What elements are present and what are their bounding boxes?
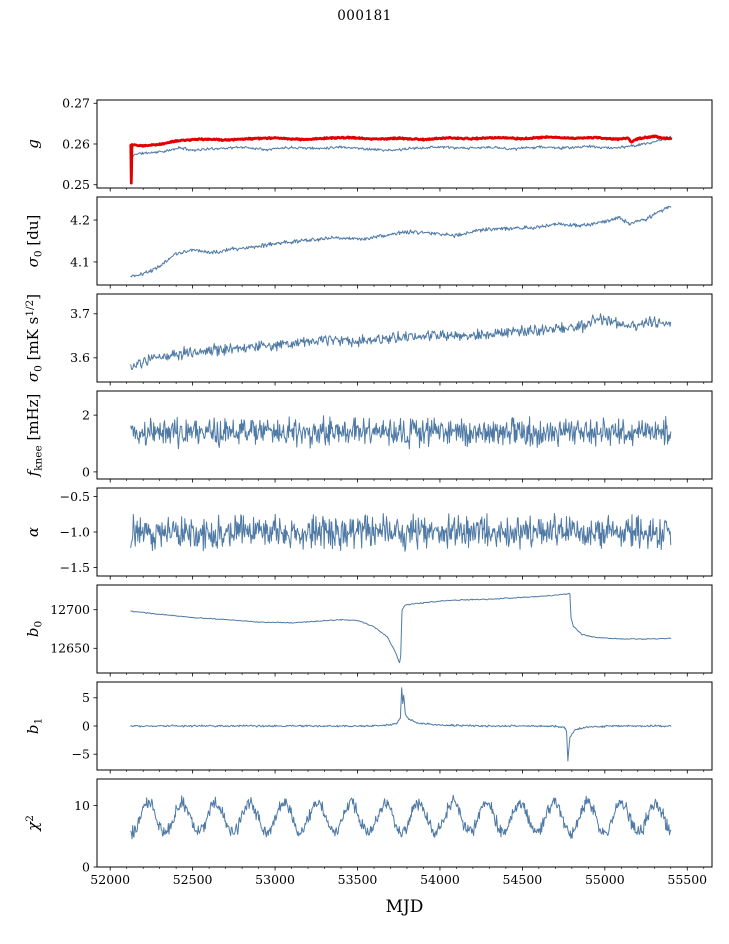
x-tick-label: 54000 (420, 872, 460, 887)
axes-border (96, 293, 713, 383)
y-tick-label: −1.5 (60, 560, 90, 575)
subplot-b1: −5 0 5 b1 (24, 681, 713, 774)
y-axis-label: σ0 [du] (24, 215, 45, 268)
series-alpha (130, 513, 672, 552)
y-tick-label: 4.1 (70, 254, 90, 269)
series-b1 (130, 687, 672, 762)
y-tick-label: −0.5 (60, 489, 90, 504)
series-group (130, 415, 672, 450)
subplot-g: 0.25 0.26 0.27 g (24, 96, 713, 192)
y-tick-label: 0.27 (62, 96, 90, 111)
axes-border (96, 778, 713, 868)
figure-title: 000181 (337, 8, 392, 24)
series-group (130, 687, 672, 762)
series-chi2 (130, 794, 672, 840)
axes-border (96, 681, 713, 771)
x-tick-label: 53000 (255, 872, 295, 887)
subplot-sigma0-du: 4.1 4.2 σ0 [du] (24, 196, 713, 289)
series-g-blue (130, 135, 672, 158)
y-tick-label: 0.26 (62, 136, 90, 151)
y-axis-label: α (24, 527, 42, 537)
subplot-f-knee: 0 2 fknee [mHz] (24, 390, 713, 483)
x-tick-label: 54500 (503, 872, 543, 887)
subplot-b0: 12650 12700 b0 (24, 584, 713, 677)
y-axis-label: fknee [mHz] (24, 394, 45, 478)
series-sigma0-mK (130, 313, 672, 370)
y-axis-label: g (24, 139, 42, 149)
y-tick-label: −5 (72, 747, 90, 762)
x-tick-label: 52000 (90, 872, 130, 887)
series-group (130, 794, 672, 840)
x-tick-label: 55500 (667, 872, 707, 887)
y-tick-label: −1.0 (60, 524, 90, 539)
series-group (130, 513, 672, 552)
x-tick-label: 55000 (585, 872, 625, 887)
y-tick-label: 12650 (50, 641, 90, 656)
y-axis-label: b0 (24, 621, 45, 637)
y-axis-label: b1 (24, 718, 45, 734)
series-sigma0-du (130, 205, 672, 278)
subplot-alpha: −1.5 −1.0 −0.5 α (24, 487, 713, 580)
series-group (130, 205, 672, 278)
subplot-chi2: 0 10 χ2 (24, 778, 713, 874)
subplot-sigma0-mK: 3.6 3.7 σ0 [mK s1/2] (24, 293, 713, 386)
y-axis-label: σ0 [mK s1/2] (24, 294, 45, 382)
x-axis-label: MJD (386, 897, 424, 917)
axes-border (96, 99, 713, 189)
series-group (130, 592, 672, 664)
y-tick-label: 2 (82, 408, 90, 423)
axes-border (96, 390, 713, 480)
series-f-knee (130, 415, 672, 450)
y-axis-label: χ2 (24, 815, 42, 832)
y-tick-label: 0.25 (62, 177, 90, 192)
x-tick-label: 53500 (338, 872, 378, 887)
series-group (130, 313, 672, 370)
y-tick-label: 0 (82, 464, 90, 479)
y-tick-label: 4.2 (70, 212, 90, 227)
axes-border (96, 487, 713, 577)
y-tick-label: 0 (82, 718, 90, 733)
y-tick-label: 5 (82, 690, 90, 705)
y-tick-label: 10 (74, 798, 90, 813)
axes-border (96, 584, 713, 674)
axes-border (96, 196, 713, 286)
x-tick-label: 52500 (173, 872, 213, 887)
y-tick-label: 3.7 (70, 306, 90, 321)
y-tick-label: 12700 (50, 602, 90, 617)
series-group (129, 134, 673, 185)
series-g-red (129, 134, 673, 185)
y-tick-label: 0 (82, 859, 90, 874)
y-tick-label: 3.6 (70, 350, 90, 365)
series-b0 (130, 592, 672, 664)
